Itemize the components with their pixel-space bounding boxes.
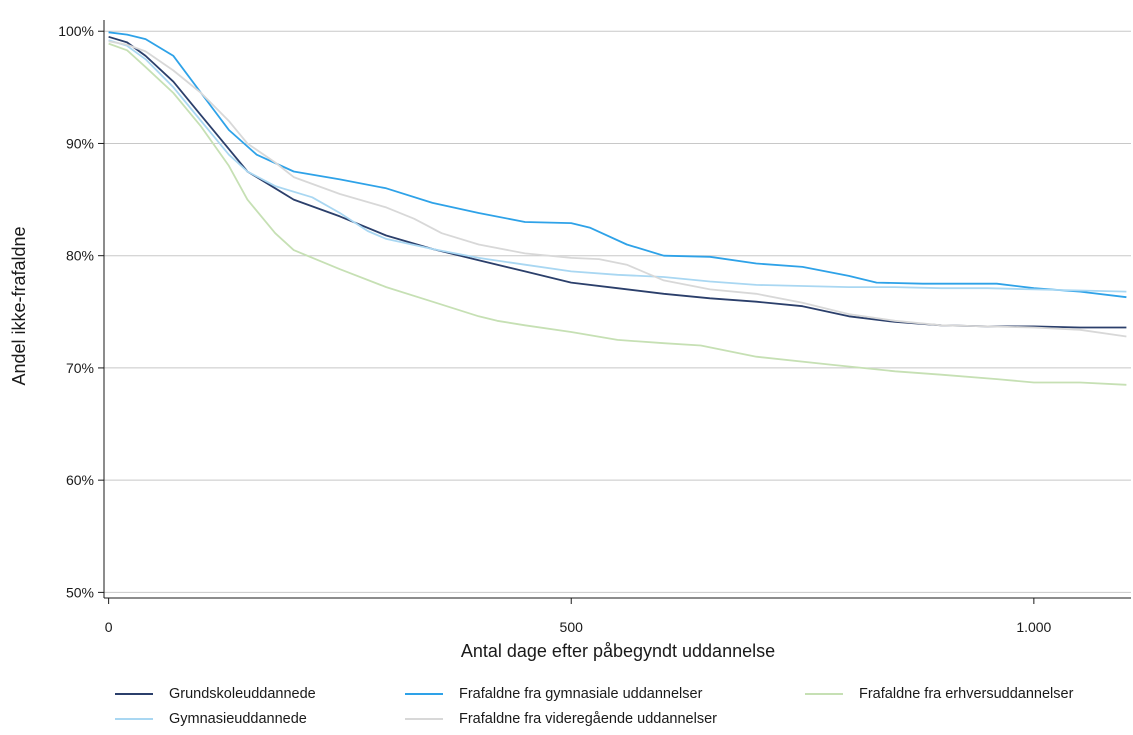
y-tick-label: 50% xyxy=(66,584,94,600)
legend-label: Gymnasieuddannede xyxy=(169,711,307,727)
series-line-3 xyxy=(108,42,1127,386)
series-line-5 xyxy=(108,40,1127,338)
x-axis-ticks: 0 500 1.000 xyxy=(105,598,1052,635)
gridlines xyxy=(104,30,1131,593)
legend-item: Gymnasieuddannede xyxy=(115,711,307,727)
x-tick-label: 500 xyxy=(560,619,584,635)
legend-label: Grundskoleuddannede xyxy=(169,686,316,702)
legend-swatch xyxy=(115,718,153,720)
y-tick-label: 60% xyxy=(66,472,94,488)
legend-swatch xyxy=(405,718,443,720)
legend-item: Frafaldne fra videregående uddannelser xyxy=(405,711,717,727)
series-line-2 xyxy=(108,31,1127,299)
x-tick-label: 0 xyxy=(105,619,113,635)
legend-swatch xyxy=(405,693,443,695)
legend-item: Frafaldne fra erhversuddannelser xyxy=(805,686,1073,702)
legend-swatch xyxy=(805,693,843,695)
x-axis-title: Antal dage efter påbegyndt uddannelse xyxy=(461,641,775,661)
y-tick-label: 90% xyxy=(66,135,94,151)
legend-label: Frafaldne fra videregående uddannelser xyxy=(459,711,717,727)
legend-swatch xyxy=(115,693,153,695)
legend-label: Frafaldne fra erhversuddannelser xyxy=(859,686,1074,702)
legend-item: Grundskoleuddannede xyxy=(115,686,316,702)
y-tick-label: 80% xyxy=(66,248,94,264)
series-line-4 xyxy=(108,39,1127,293)
legend-label: Frafaldne fra gymnasiale uddannelser xyxy=(459,686,703,702)
y-axis-title: Andel ikke-frafaldne xyxy=(9,226,29,385)
chart-legend: Grundskoleuddannede Frafaldne fra gymnasi… xyxy=(115,684,1133,735)
y-tick-label: 70% xyxy=(66,360,94,376)
y-axis-ticks: 50% 60% 70% 80% 90% 100% xyxy=(58,23,104,600)
y-tick-label: 100% xyxy=(58,23,94,39)
x-tick-label: 1.000 xyxy=(1016,619,1051,635)
series-lines xyxy=(108,31,1127,386)
legend-item: Frafaldne fra gymnasiale uddannelser xyxy=(405,686,702,702)
